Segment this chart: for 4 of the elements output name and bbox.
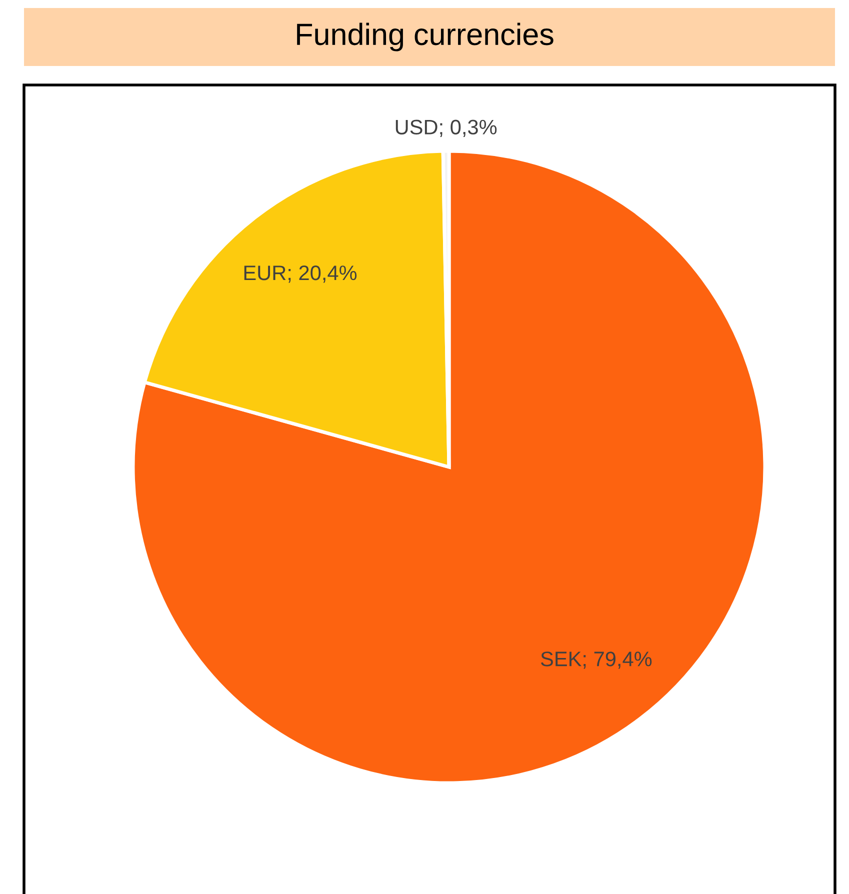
chart-title: Funding currencies	[297, 22, 554, 52]
slice-label: EUR; 20,4%	[244, 265, 357, 283]
slice-label: SEK; 79,4%	[540, 652, 652, 669]
slice-label: USD; 0,3%	[396, 120, 497, 137]
